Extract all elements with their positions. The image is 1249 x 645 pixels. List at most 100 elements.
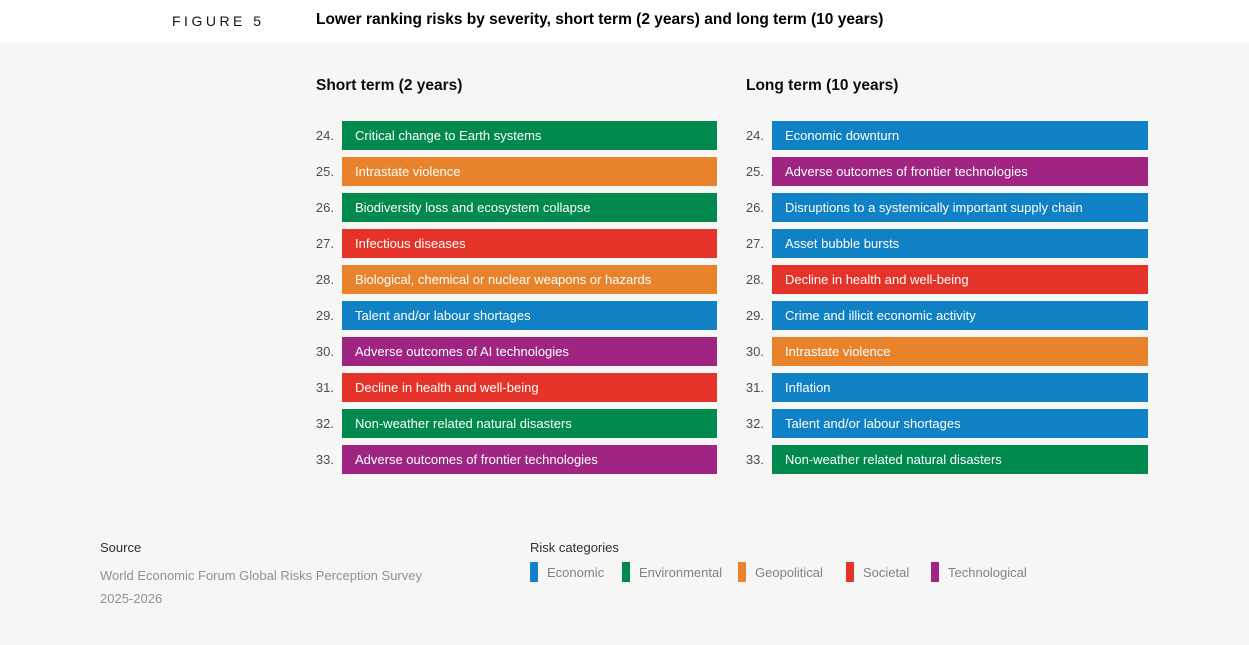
risk-bar: Decline in health and well-being <box>342 373 717 402</box>
legend-label: Geopolitical <box>755 564 823 580</box>
risk-row: 30. Intrastate violence <box>736 337 1148 366</box>
risk-rank: 33. <box>745 452 764 467</box>
risk-label: Disruptions to a systemically important … <box>785 200 1083 215</box>
risk-row: 27. Infectious diseases <box>306 229 717 258</box>
figure-label: FIGURE 5 <box>172 13 265 29</box>
risk-row: 26. Biodiversity loss and ecosystem colla… <box>306 193 717 222</box>
risk-rank: 29. <box>315 308 334 323</box>
risk-row: 25. Adverse outcomes of frontier technolo… <box>736 157 1148 186</box>
risk-label: Non-weather related natural disasters <box>355 416 572 431</box>
risk-bar: Crime and illicit economic activity <box>772 301 1148 330</box>
risk-rank: 30. <box>745 344 764 359</box>
source-line-1: World Economic Forum Global Risks Percep… <box>100 568 422 583</box>
risk-bar: Talent and/or labour shortages <box>772 409 1148 438</box>
risk-bar: Economic downturn <box>772 121 1148 150</box>
risk-bar: Adverse outcomes of frontier technologie… <box>772 157 1148 186</box>
risk-row: 24. Critical change to Earth systems <box>306 121 717 150</box>
figure-title: Lower ranking risks by severity, short t… <box>316 11 884 28</box>
risk-rank: 25. <box>745 164 764 179</box>
risk-row: 32. Non-weather related natural disasters <box>306 409 717 438</box>
figure-header: FIGURE 5 Lower ranking risks by severity… <box>0 0 1249 43</box>
risk-bar: Disruptions to a systemically important … <box>772 193 1148 222</box>
risk-row: 27. Asset bubble bursts <box>736 229 1148 258</box>
risk-rank: 28. <box>315 272 334 287</box>
legend-swatch-icon <box>846 562 854 582</box>
risk-rank: 30. <box>315 344 334 359</box>
risk-row: 33. Adverse outcomes of frontier technolo… <box>306 445 717 474</box>
risk-label: Adverse outcomes of frontier technologie… <box>355 452 598 467</box>
long-term-list: 24. Economic downturn 25. Adverse outcomes … <box>736 121 1148 481</box>
risk-bar: Non-weather related natural disasters <box>342 409 717 438</box>
risk-row: 26. Disruptions to a systemically importa… <box>736 193 1148 222</box>
legend-item-societal: Societal <box>846 562 909 582</box>
legend-items: Economic Environmental Geopolitical Societa… <box>530 562 1180 582</box>
risk-rank: 27. <box>745 236 764 251</box>
risk-row: 28. Biological, chemical or nuclear weapo… <box>306 265 717 294</box>
risk-bar: Non-weather related natural disasters <box>772 445 1148 474</box>
risk-label: Talent and/or labour shortages <box>785 416 961 431</box>
risk-rank: 26. <box>745 200 764 215</box>
risk-bar: Inflation <box>772 373 1148 402</box>
risk-label: Talent and/or labour shortages <box>355 308 531 323</box>
legend-swatch-icon <box>931 562 939 582</box>
risk-label: Intrastate violence <box>785 344 891 359</box>
short-term-list: 24. Critical change to Earth systems 25. In… <box>306 121 717 481</box>
risk-label: Biodiversity loss and ecosystem collapse <box>355 200 591 215</box>
legend-swatch-icon <box>622 562 630 582</box>
risk-label: Crime and illicit economic activity <box>785 308 976 323</box>
risk-label: Infectious diseases <box>355 236 466 251</box>
risk-rank: 32. <box>315 416 334 431</box>
legend-swatch-icon <box>738 562 746 582</box>
risk-row: 33. Non-weather related natural disasters <box>736 445 1148 474</box>
risk-row: 28. Decline in health and well-being <box>736 265 1148 294</box>
risk-bar: Adverse outcomes of frontier technologie… <box>342 445 717 474</box>
legend-item-geopolitical: Geopolitical <box>738 562 823 582</box>
legend-label: Economic <box>547 564 605 580</box>
risk-label: Decline in health and well-being <box>785 272 969 287</box>
risk-label: Inflation <box>785 380 831 395</box>
risk-rank: 25. <box>315 164 334 179</box>
risk-label: Decline in health and well-being <box>355 380 539 395</box>
risk-rank: 33. <box>315 452 334 467</box>
risk-row: 29. Crime and illicit economic activity <box>736 301 1148 330</box>
legend-label: Societal <box>863 564 910 580</box>
risk-bar: Critical change to Earth systems <box>342 121 717 150</box>
risk-bar: Talent and/or labour shortages <box>342 301 717 330</box>
short-term-heading: Short term (2 years) <box>316 77 463 94</box>
risk-row: 31. Decline in health and well-being <box>306 373 717 402</box>
risk-rank: 29. <box>745 308 764 323</box>
risk-row: 30. Adverse outcomes of AI technologies <box>306 337 717 366</box>
source-line-2: 2025-2026 <box>100 591 163 606</box>
risk-bar: Decline in health and well-being <box>772 265 1148 294</box>
legend-item-economic: Economic <box>530 562 604 582</box>
legend-item-environmental: Environmental <box>622 562 722 582</box>
risk-bar: Biodiversity loss and ecosystem collapse <box>342 193 717 222</box>
risk-bar: Infectious diseases <box>342 229 717 258</box>
risk-bar: Intrastate violence <box>342 157 717 186</box>
risk-row: 29. Talent and/or labour shortages <box>306 301 717 330</box>
risk-bar: Biological, chemical or nuclear weapons … <box>342 265 717 294</box>
risk-label: Biological, chemical or nuclear weapons … <box>355 272 652 287</box>
legend-label: Environmental <box>639 564 723 580</box>
risk-row: 25. Intrastate violence <box>306 157 717 186</box>
risk-label: Critical change to Earth systems <box>355 128 542 143</box>
risk-label: Asset bubble bursts <box>785 236 900 251</box>
legend-swatch-icon <box>530 562 538 582</box>
risk-rank: 24. <box>745 128 764 143</box>
risk-bar: Adverse outcomes of AI technologies <box>342 337 717 366</box>
source-heading: Source <box>100 540 142 555</box>
risk-rank: 31. <box>315 380 334 395</box>
risk-rank: 27. <box>315 236 334 251</box>
risk-rank: 32. <box>745 416 764 431</box>
risk-row: 32. Talent and/or labour shortages <box>736 409 1148 438</box>
long-term-heading: Long term (10 years) <box>746 77 899 94</box>
risk-bar: Intrastate violence <box>772 337 1148 366</box>
risk-rank: 26. <box>315 200 334 215</box>
risk-label: Intrastate violence <box>355 164 461 179</box>
risk-label: Non-weather related natural disasters <box>785 452 1002 467</box>
risk-rank: 24. <box>315 128 334 143</box>
legend-item-technological: Technological <box>931 562 1027 582</box>
risk-row: 24. Economic downturn <box>736 121 1148 150</box>
legend-heading: Risk categories <box>530 540 619 555</box>
